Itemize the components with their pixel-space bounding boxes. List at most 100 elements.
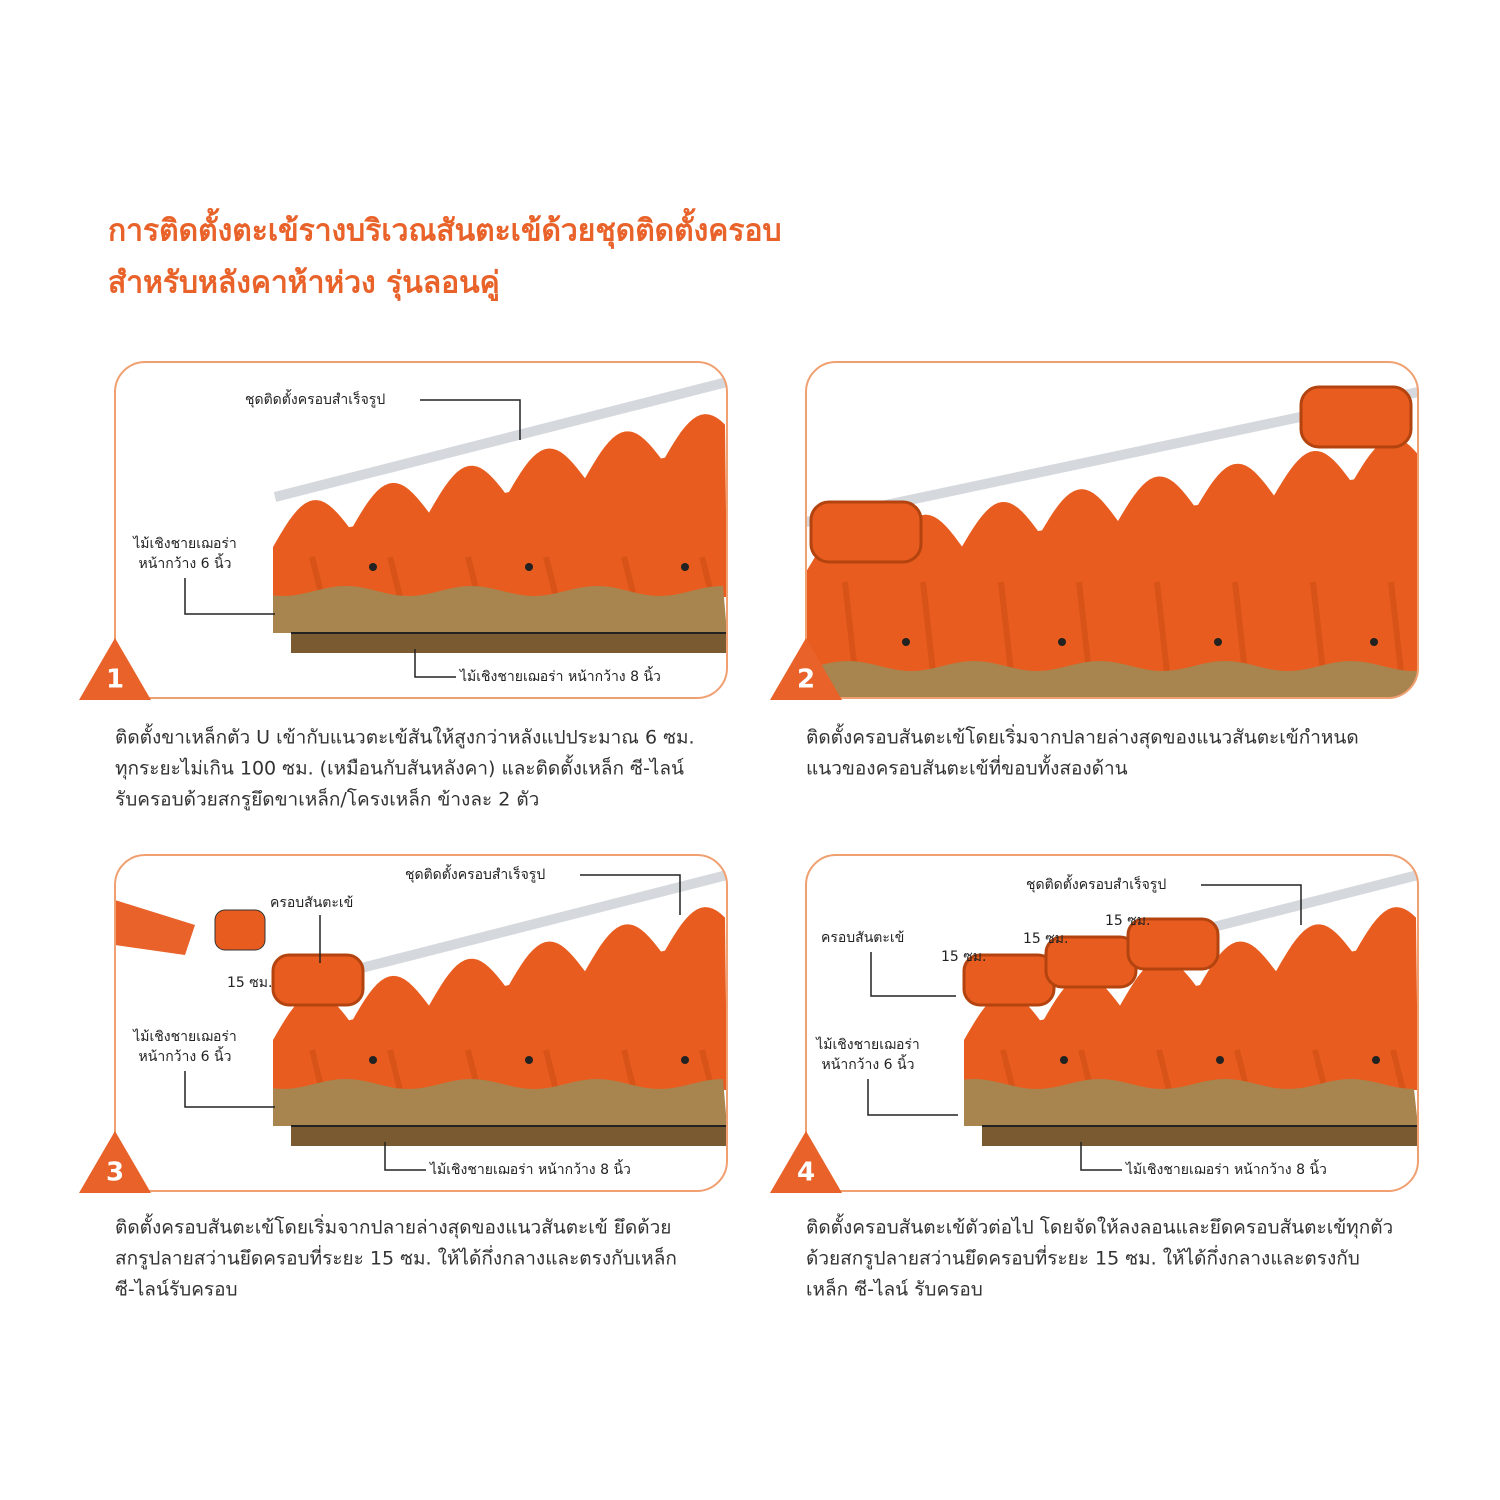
screw bbox=[902, 638, 910, 646]
step-badge bbox=[770, 638, 842, 700]
leader bbox=[420, 399, 521, 440]
step-number: 2 bbox=[797, 665, 815, 695]
tile-shade bbox=[1156, 1049, 1172, 1091]
tile-shade bbox=[998, 581, 1014, 673]
step-badge bbox=[79, 638, 151, 700]
tile-shade bbox=[1232, 581, 1248, 673]
screw bbox=[1060, 1056, 1068, 1064]
screw bbox=[1372, 1056, 1380, 1064]
fascia-6-label: หน้ากว้าง 6 นิ้ว bbox=[822, 1054, 915, 1073]
fascia-8 bbox=[982, 1126, 1418, 1146]
tile-shade bbox=[387, 556, 403, 598]
step-badge bbox=[770, 1131, 842, 1193]
screw bbox=[681, 563, 689, 571]
tile-shade bbox=[1388, 581, 1404, 673]
drill bbox=[214, 909, 266, 951]
leader bbox=[580, 874, 681, 915]
panel-frame bbox=[805, 854, 1419, 1192]
tile-shade bbox=[387, 1049, 403, 1091]
fascia-6 bbox=[273, 586, 727, 633]
screw bbox=[1214, 638, 1222, 646]
step-description: แนวของครอบสันตะเข้ที่ขอบทั้งสองด้าน bbox=[806, 755, 1128, 780]
step-description: ติดตั้งครอบสันตะเข้โดยเริ่มจากปลายล่างสุ… bbox=[115, 1214, 671, 1240]
leader bbox=[414, 649, 456, 678]
screw bbox=[1370, 638, 1378, 646]
fascia-6-label: ไม้เชิงชายเฌอร่า bbox=[132, 535, 237, 552]
screw bbox=[681, 1056, 689, 1064]
fascia-6 bbox=[273, 1079, 727, 1126]
fascia-8-label: ไม้เชิงชายเฌอร่า หน้ากว้าง 8 นิ้ว bbox=[429, 1159, 631, 1178]
rail-label: ชุดติดตั้งครอบสำเร็จรูป bbox=[1026, 874, 1166, 893]
leader bbox=[384, 1142, 426, 1171]
fascia-8 bbox=[291, 1126, 727, 1146]
spacing-label: 15 ซม. bbox=[1023, 931, 1068, 947]
tile-shade bbox=[842, 581, 858, 673]
rail-label: ชุดติดตั้งครอบสำเร็จรูป bbox=[405, 864, 545, 883]
roof-tiles bbox=[964, 907, 1418, 1090]
ridge-cap bbox=[271, 953, 365, 1007]
ridge-label: ครอบสันตะเข้ bbox=[270, 895, 353, 911]
tile-shade bbox=[621, 1049, 637, 1091]
panel-frame bbox=[805, 361, 1419, 699]
step-description: สกรูปลายสว่านยึดครอบที่ระยะ 15 ซม. ให้ได… bbox=[115, 1245, 677, 1270]
tile-shade bbox=[1310, 581, 1326, 673]
fascia-6-label: ไม้เชิงชายเฌอร่า bbox=[132, 1028, 237, 1045]
step-description: เหล็ก ซี-ไลน์ รับครอบ bbox=[806, 1277, 983, 1301]
screw bbox=[525, 563, 533, 571]
tile-shade bbox=[543, 1049, 559, 1091]
roof-tiles bbox=[273, 414, 727, 597]
illustration bbox=[962, 870, 1418, 1146]
roof-tiles bbox=[273, 907, 727, 1090]
ridge-cap bbox=[809, 500, 923, 564]
tile-shade bbox=[1154, 581, 1170, 673]
step-badge bbox=[79, 1131, 151, 1193]
tile-shade bbox=[1390, 1049, 1406, 1091]
step-description: ด้วยสกรูปลายสว่านยึดครอบที่ระยะ 15 ซม. ใ… bbox=[806, 1245, 1360, 1270]
fascia-8-label: ไม้เชิงชายเฌอร่า หน้ากว้าง 8 นิ้ว bbox=[459, 666, 661, 685]
screw bbox=[525, 1056, 533, 1064]
leader bbox=[867, 1079, 958, 1116]
step-description: รับครอบด้วยสกรูยึดขาเหล็ก/โครงเหล็ก ข้าง… bbox=[115, 787, 539, 811]
panel-frame bbox=[114, 854, 728, 1192]
step-number: 4 bbox=[797, 1158, 815, 1188]
fascia-6-label: ไม้เชิงชายเฌอร่า bbox=[815, 1036, 920, 1053]
page-title: สำหรับหลังคาห้าห่วง รุ่นลอนคู่ bbox=[108, 266, 500, 302]
illustration bbox=[115, 870, 727, 1146]
fascia-6-label: หน้ากว้าง 6 นิ้ว bbox=[139, 553, 232, 572]
tile-shade bbox=[543, 556, 559, 598]
screw bbox=[1058, 638, 1066, 646]
fascia-6-label: หน้ากว้าง 6 นิ้ว bbox=[139, 1046, 232, 1065]
tile-shade bbox=[1076, 581, 1092, 673]
step-description: ติดตั้งครอบสันตะเข้โดยเริ่มจากปลายล่างสุ… bbox=[806, 724, 1359, 750]
screw bbox=[369, 1056, 377, 1064]
leader bbox=[184, 1071, 275, 1108]
step-description: ติดตั้งขาเหล็กตัว U เข้ากับแนวตะเข้สันให… bbox=[115, 724, 695, 749]
ridge-cap bbox=[1126, 917, 1220, 971]
tile-shade bbox=[1000, 1049, 1016, 1091]
ridge-label: ครอบสันตะเข้ bbox=[821, 930, 904, 946]
tile-shade bbox=[920, 581, 936, 673]
page-title: การติดตั้งตะเข้รางบริเวณสันตะเข้ด้วยชุดต… bbox=[108, 208, 782, 250]
illustration bbox=[806, 385, 1418, 698]
fascia-8-label: ไม้เชิงชายเฌอร่า หน้ากว้าง 8 นิ้ว bbox=[1125, 1159, 1327, 1178]
spacing-label: 15 ซม. bbox=[1105, 913, 1150, 929]
step-number: 3 bbox=[106, 1158, 124, 1188]
screw bbox=[1216, 1056, 1224, 1064]
leader bbox=[1201, 884, 1302, 925]
spacing-label: 15 ซม. bbox=[941, 949, 986, 965]
rail bbox=[273, 377, 727, 502]
fascia-6 bbox=[806, 661, 1418, 698]
ridge-cap bbox=[1299, 385, 1413, 449]
fascia-6 bbox=[964, 1079, 1418, 1126]
tile-shade bbox=[621, 556, 637, 598]
rail-label: ชุดติดตั้งครอบสำเร็จรูป bbox=[245, 389, 385, 408]
step-description: ติดตั้งครอบสันตะเข้ตัวต่อไป โดยจัดให้ลงล… bbox=[806, 1214, 1393, 1240]
leader bbox=[184, 578, 275, 615]
leader bbox=[870, 952, 956, 997]
illustration bbox=[273, 377, 727, 653]
step-description: ทุกระยะไม่เกิน 100 ซม. (เหมือนกับสันหลัง… bbox=[115, 755, 684, 781]
step-number: 1 bbox=[106, 665, 124, 695]
panel-frame bbox=[114, 361, 728, 699]
